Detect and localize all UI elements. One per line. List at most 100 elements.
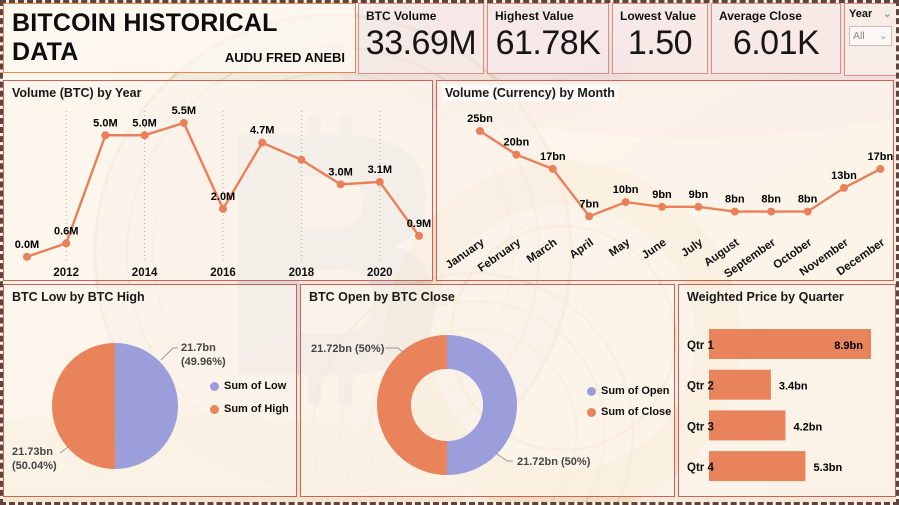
data-label: 9bn <box>689 189 709 201</box>
page-title: BITCOIN HISTORICAL DATA <box>12 9 278 66</box>
data-label: 3.1M <box>368 164 392 176</box>
data-point[interactable] <box>512 150 521 159</box>
slice-label: 21.72bn (50%) <box>517 456 591 468</box>
legend-label: Sum of High <box>224 403 289 415</box>
title-panel: BITCOIN HISTORICAL DATA AUDU FRED ANEBI <box>3 3 356 73</box>
data-point[interactable] <box>803 207 812 216</box>
data-label: 8bn <box>798 194 818 206</box>
donut-slice[interactable] <box>446 335 517 475</box>
data-point[interactable] <box>840 183 848 192</box>
data-point[interactable] <box>476 127 484 135</box>
pie-slice[interactable] <box>115 343 179 469</box>
data-point[interactable] <box>258 138 267 147</box>
legend-swatch <box>587 407 596 417</box>
slice-label: 21.73bn <box>12 446 53 458</box>
category-label: Qtr 4 <box>687 462 714 474</box>
legend-label: Sum of Low <box>224 380 287 392</box>
pie-slice[interactable] <box>52 343 116 469</box>
dropdown-selected-value: All <box>853 30 865 42</box>
chevron-down-icon: ⌄ <box>878 30 888 42</box>
data-point[interactable] <box>375 177 384 186</box>
data-point[interactable] <box>767 207 776 216</box>
data-point[interactable] <box>62 239 71 248</box>
data-point[interactable] <box>23 252 31 261</box>
legend-item-sum-of-low[interactable]: Sum of Low <box>210 380 289 392</box>
bar[interactable] <box>709 329 871 359</box>
data-point[interactable] <box>585 212 594 221</box>
kpi-value: 6.01K <box>732 24 820 62</box>
data-label: 17bn <box>868 151 894 163</box>
pie-legend: Sum of Low Sum of High <box>210 380 289 415</box>
bar[interactable] <box>709 410 786 441</box>
data-label: 8.9bn <box>834 340 863 352</box>
data-point[interactable] <box>219 204 227 213</box>
x-axis-label: 2016 <box>210 267 236 279</box>
data-point[interactable] <box>179 118 188 127</box>
kpi-card-btc-volume: BTC Volume 33.69M <box>358 3 484 74</box>
data-label: 5.5M <box>172 105 196 117</box>
data-label: 0.0M <box>15 239 39 251</box>
chart-title: Volume (Currency) by Month <box>442 85 618 101</box>
btc-low-by-high-panel: BTC Low by BTC High 21.7bn (49.96%) 21.73b… <box>3 284 297 497</box>
data-point[interactable] <box>658 202 666 211</box>
data-point[interactable] <box>694 202 703 211</box>
legend-item-sum-of-open[interactable]: Sum of Open <box>587 385 671 397</box>
data-label: 2.0M <box>211 191 235 203</box>
data-label: 17bn <box>540 151 566 163</box>
data-label: 5.0M <box>132 117 156 129</box>
data-label: 8bn <box>761 194 781 206</box>
weighted-price-bar-chart[interactable]: Qtr 1 8.9bn Qtr 2 3.4bn Qtr 3 4.2bn Qtr 4 5.3bn <box>679 285 897 498</box>
page-subtitle: AUDU FRED ANEBI <box>224 50 345 65</box>
kpi-label: Average Close <box>719 9 802 23</box>
data-label: 3.4bn <box>779 381 808 393</box>
line-series <box>479 129 881 218</box>
data-point[interactable] <box>876 164 885 173</box>
chart-title: Volume (BTC) by Year <box>12 86 142 100</box>
legend-item-sum-of-close[interactable]: Sum of Close <box>587 406 671 418</box>
data-point[interactable] <box>101 131 110 140</box>
slice-label: 21.7bn <box>181 342 216 354</box>
data-point[interactable] <box>548 164 557 173</box>
data-label: 7bn <box>579 198 599 210</box>
legend-item-sum-of-high[interactable]: Sum of High <box>210 403 289 415</box>
kpi-label: Lowest Value <box>620 9 697 23</box>
x-axis-label: May <box>607 236 633 259</box>
legend-swatch <box>587 386 596 396</box>
data-point[interactable] <box>415 231 423 240</box>
category-label: Qtr 3 <box>687 421 714 433</box>
chart-title: BTC Low by BTC High <box>12 290 145 304</box>
data-label: 5.3bn <box>813 462 842 474</box>
data-label: 13bn <box>831 170 857 182</box>
weighted-price-by-quarter-panel: Weighted Price by Quarter Qtr 1 8.9bn Qtr … <box>678 284 896 497</box>
data-point[interactable] <box>621 198 630 207</box>
data-point[interactable] <box>140 131 149 140</box>
x-axis-label: 2012 <box>53 267 79 279</box>
year-dropdown[interactable]: All ⌄ <box>849 26 892 46</box>
bar[interactable] <box>709 451 806 482</box>
x-axis-label: 2018 <box>289 267 315 279</box>
leader-line <box>385 347 405 354</box>
data-point[interactable] <box>730 207 739 216</box>
data-point[interactable] <box>336 180 345 189</box>
category-label: Qtr 1 <box>687 340 714 352</box>
volume-by-year-line-chart[interactable]: 2012 2014 2016 2018 2020 0.0M 0.6M 5.0M 5.0M 5.5M… <box>5 103 431 280</box>
legend-label: Sum of Close <box>601 406 672 418</box>
btc-open-by-close-panel: BTC Open by BTC Close 21.72bn (50%) 21.72… <box>300 284 675 497</box>
btc-low-by-high-pie-chart[interactable]: 21.7bn (49.96%) 21.73bn (50.04%) <box>4 285 298 498</box>
chevron-down-icon[interactable]: ⌄ <box>882 8 892 20</box>
donut-legend: Sum of Open Sum of Close <box>587 385 671 418</box>
data-label: 10bn <box>613 184 639 196</box>
bar[interactable] <box>709 369 771 400</box>
data-label: 4.7M <box>250 125 274 137</box>
donut-slice[interactable] <box>377 335 448 475</box>
kpi-value: 61.78K <box>495 24 601 62</box>
btc-open-by-close-donut-chart[interactable]: 21.72bn (50%) 21.72bn (50%) <box>301 285 676 498</box>
data-label: 3.0M <box>328 166 352 178</box>
data-point[interactable] <box>297 155 306 164</box>
data-label: 0.6M <box>54 225 78 237</box>
chart-title: Weighted Price by Quarter <box>687 290 844 304</box>
kpi-card-highest-value: Highest Value 61.78K <box>487 3 609 74</box>
slice-label: (49.96%) <box>181 356 226 368</box>
x-axis-label: March <box>525 237 560 266</box>
